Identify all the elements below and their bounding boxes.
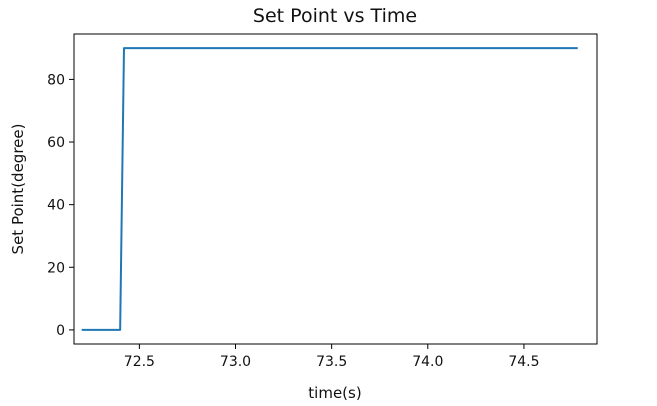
y-tick-label: 40 xyxy=(47,198,65,214)
x-tick-label: 73.5 xyxy=(316,354,347,370)
x-axis: 72.5 73.0 73.5 74.0 74.5 xyxy=(124,344,540,370)
series-layer xyxy=(81,47,578,331)
y-axis-label: Set Point(degree) xyxy=(9,124,27,255)
x-tick-label: 74.5 xyxy=(508,354,539,370)
chart-title: Set Point vs Time xyxy=(253,5,417,27)
y-tick-label: 60 xyxy=(47,135,65,151)
series-line xyxy=(81,47,578,331)
x-tick-label: 74.0 xyxy=(412,354,443,370)
plot-area xyxy=(73,33,598,345)
x-tick-label: 73.0 xyxy=(220,354,251,370)
x-tick-label: 72.5 xyxy=(124,354,155,370)
y-tick-label: 80 xyxy=(47,72,65,88)
x-axis-label: time(s) xyxy=(308,384,361,402)
y-axis: 0 20 40 60 80 xyxy=(47,72,74,339)
y-tick-label: 0 xyxy=(56,323,65,339)
y-tick-label: 20 xyxy=(47,260,65,276)
